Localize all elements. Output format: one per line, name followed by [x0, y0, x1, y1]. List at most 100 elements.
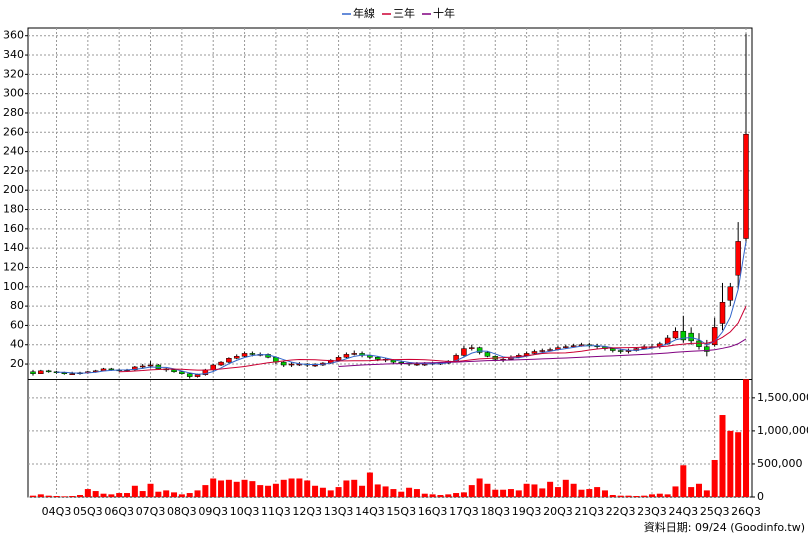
- y-tick-label: 240: [3, 145, 24, 158]
- volume-bar: [617, 495, 624, 497]
- volume-bar: [45, 495, 52, 497]
- volume-bar: [124, 493, 131, 497]
- candle-body: [171, 369, 177, 373]
- volume-bar: [225, 479, 232, 497]
- candle-body: [335, 357, 342, 361]
- volume-bar: [515, 490, 522, 497]
- candle-body: [233, 356, 240, 359]
- y2-tick-label: 1,500,000: [757, 391, 808, 404]
- x-tick-label: 05Q3: [73, 505, 103, 518]
- volume-bar: [257, 485, 264, 497]
- candle-body: [280, 361, 287, 366]
- candle-body: [727, 286, 734, 301]
- volume-bar: [210, 478, 217, 497]
- volume-bar: [194, 490, 201, 497]
- volume-bar: [586, 489, 593, 497]
- x-tick-label: 07Q3: [136, 505, 166, 518]
- x-tick-label: 21Q3: [574, 505, 604, 518]
- volume-bar: [265, 485, 272, 497]
- y-tick-label: 340: [3, 48, 24, 61]
- y-tick-label: 80: [10, 299, 24, 312]
- candle-body: [147, 364, 154, 367]
- legend-label: 年線: [353, 6, 375, 20]
- volume-bar: [476, 478, 483, 497]
- x-tick-label: 20Q3: [543, 505, 573, 518]
- volume-bar: [625, 495, 632, 497]
- legend-label: 十年: [433, 6, 455, 20]
- candle-body: [735, 241, 741, 276]
- volume-bar: [500, 489, 507, 497]
- ma-line: [119, 305, 747, 373]
- candle-body: [45, 370, 52, 373]
- volume-bar: [30, 495, 36, 497]
- volume-bar: [390, 489, 397, 497]
- volume-bar: [413, 489, 420, 497]
- volume-bar: [507, 489, 514, 497]
- volume-bar: [695, 483, 702, 497]
- x-tick-label: 16Q3: [418, 505, 448, 518]
- volume-bar: [445, 494, 452, 497]
- candle-body: [672, 330, 679, 339]
- volume-bar: [374, 484, 381, 497]
- volume-bar: [139, 491, 146, 497]
- y-tick-label: 60: [10, 318, 24, 331]
- volume-bar: [719, 415, 726, 497]
- x-tick-label: 15Q3: [386, 505, 416, 518]
- candle-body: [343, 354, 350, 358]
- y-tick-label: 120: [3, 260, 24, 273]
- volume-bar: [688, 487, 695, 497]
- volume-bar: [280, 479, 287, 497]
- candle-body: [186, 373, 193, 377]
- candle-body: [461, 348, 467, 356]
- volume-bar: [304, 480, 311, 497]
- volume-bar: [92, 491, 99, 497]
- x-tick-label: 19Q3: [512, 505, 542, 518]
- candle-body: [249, 353, 256, 355]
- candle-body: [680, 330, 687, 341]
- volume-bar: [359, 485, 366, 497]
- volume-bar: [437, 495, 444, 497]
- candle-body: [226, 358, 232, 363]
- x-tick-label: 26Q3: [731, 505, 761, 518]
- candle-body: [398, 361, 405, 364]
- candle-body: [531, 351, 538, 354]
- ma-line: [56, 241, 747, 375]
- candle-body: [563, 346, 569, 348]
- volume-bar: [711, 459, 718, 497]
- volume-bar: [554, 487, 561, 497]
- volume-bar: [578, 489, 585, 497]
- volume-bar: [241, 479, 248, 497]
- x-tick-label: 06Q3: [104, 505, 134, 518]
- y2-tick-label: 1,000,000: [757, 424, 808, 437]
- candle-body: [108, 368, 115, 371]
- volume-bar: [703, 490, 710, 497]
- candle-body: [414, 363, 420, 366]
- volume-bar: [664, 494, 671, 497]
- volume-bar: [69, 496, 76, 497]
- volume-bar: [366, 472, 373, 497]
- volume-bar: [84, 489, 91, 497]
- volume-bar: [406, 487, 413, 497]
- volume-bar: [288, 478, 295, 497]
- volume-bar: [547, 481, 554, 497]
- candle-body: [38, 370, 44, 374]
- candle-body: [288, 363, 295, 366]
- candle-body: [312, 364, 318, 367]
- candle-body: [241, 353, 248, 357]
- volume-bar: [53, 496, 60, 497]
- candle-body: [139, 365, 146, 368]
- candle-body: [469, 347, 475, 349]
- y-tick-label: 140: [3, 241, 24, 254]
- volume-bar: [343, 480, 350, 497]
- volume-bar: [562, 479, 569, 497]
- volume-bar: [108, 494, 115, 497]
- volume-bar: [656, 493, 663, 497]
- volume-bar: [570, 483, 577, 497]
- volume-bar: [539, 488, 546, 497]
- x-tick-label: 11Q3: [261, 505, 291, 518]
- candle-body: [179, 371, 185, 374]
- candle-body: [547, 349, 553, 351]
- volume-bar: [735, 432, 742, 497]
